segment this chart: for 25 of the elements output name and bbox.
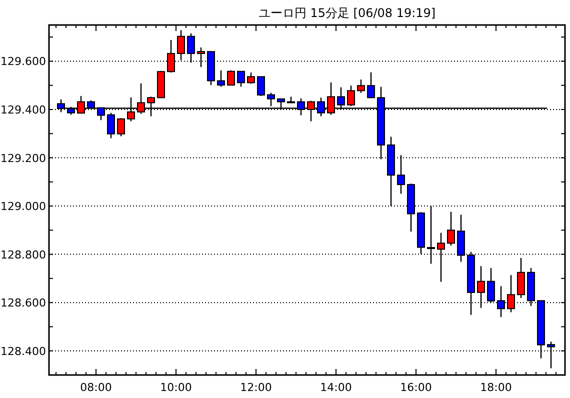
candlestick [237,70,245,88]
y-tick-label: 128.400 [0,344,46,358]
y-tick-label: 129.200 [0,152,46,165]
y-tick-label: 129.600 [0,55,46,68]
y-tick-label: 128.600 [0,296,46,310]
candlestick [227,70,235,86]
chart-title: ユーロ円 15分足 [06/08 19:19] [258,6,436,20]
candlestick [217,70,225,88]
candlestick [367,72,375,98]
candlestick [257,76,265,97]
x-tick-label: 10:00 [160,381,192,394]
candlestick [247,72,255,84]
y-tick-label: 129.000 [0,200,46,214]
candlestick [447,211,455,246]
y-tick-label: 129.400 [0,103,46,116]
candlestick [517,257,525,299]
x-tick-label: 18:00 [480,381,512,394]
candlestick [117,118,125,137]
y-tick-label: 128.800 [0,248,46,262]
x-tick-label: 12:00 [240,381,272,394]
x-tick-label: 08:00 [80,381,112,394]
x-tick-label: 14:00 [320,381,352,394]
candlestick [107,112,115,139]
x-tick-label: 16:00 [400,381,432,394]
candlestick [357,78,365,94]
